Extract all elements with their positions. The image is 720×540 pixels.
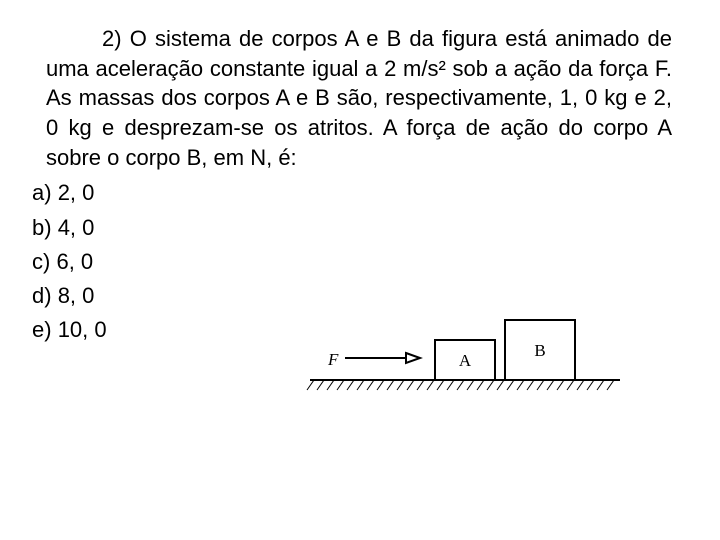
option-value: 2, 0 — [58, 180, 95, 205]
svg-text:A: A — [459, 351, 472, 370]
option-letter: b) — [32, 215, 52, 240]
svg-text:B: B — [534, 341, 545, 360]
option-letter: e) — [32, 317, 52, 342]
question-paragraph: 2) O sistema de corpos A e B da figura e… — [46, 24, 672, 172]
option-value: 10, 0 — [58, 317, 107, 342]
question-number: 2) — [102, 26, 122, 51]
option-letter: c) — [32, 249, 50, 274]
option-letter: d) — [32, 283, 52, 308]
figure-svg: AB — [300, 290, 630, 410]
question-body: O sistema de corpos A e B da figura está… — [46, 26, 672, 170]
option-a: a) 2, 0 — [32, 176, 672, 210]
exercise-page: 2) O sistema de corpos A e B da figura e… — [0, 0, 720, 540]
option-b: b) 4, 0 — [32, 211, 672, 245]
option-c: c) 6, 0 — [32, 245, 672, 279]
option-value: 4, 0 — [58, 215, 95, 240]
force-label: F — [328, 350, 338, 370]
option-value: 6, 0 — [56, 249, 93, 274]
physics-figure: F AB — [300, 290, 630, 410]
option-value: 8, 0 — [58, 283, 95, 308]
option-letter: a) — [32, 180, 52, 205]
